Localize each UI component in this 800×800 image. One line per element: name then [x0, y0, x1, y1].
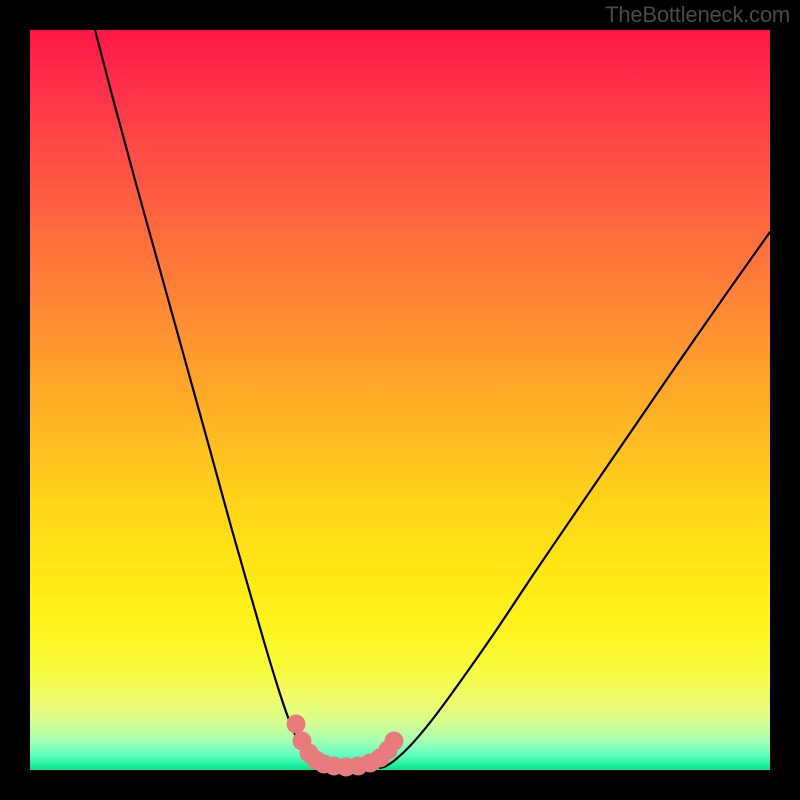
chart-canvas: TheBottleneck.com	[0, 0, 800, 800]
plot-area	[30, 30, 770, 770]
watermark-text: TheBottleneck.com	[605, 2, 790, 28]
